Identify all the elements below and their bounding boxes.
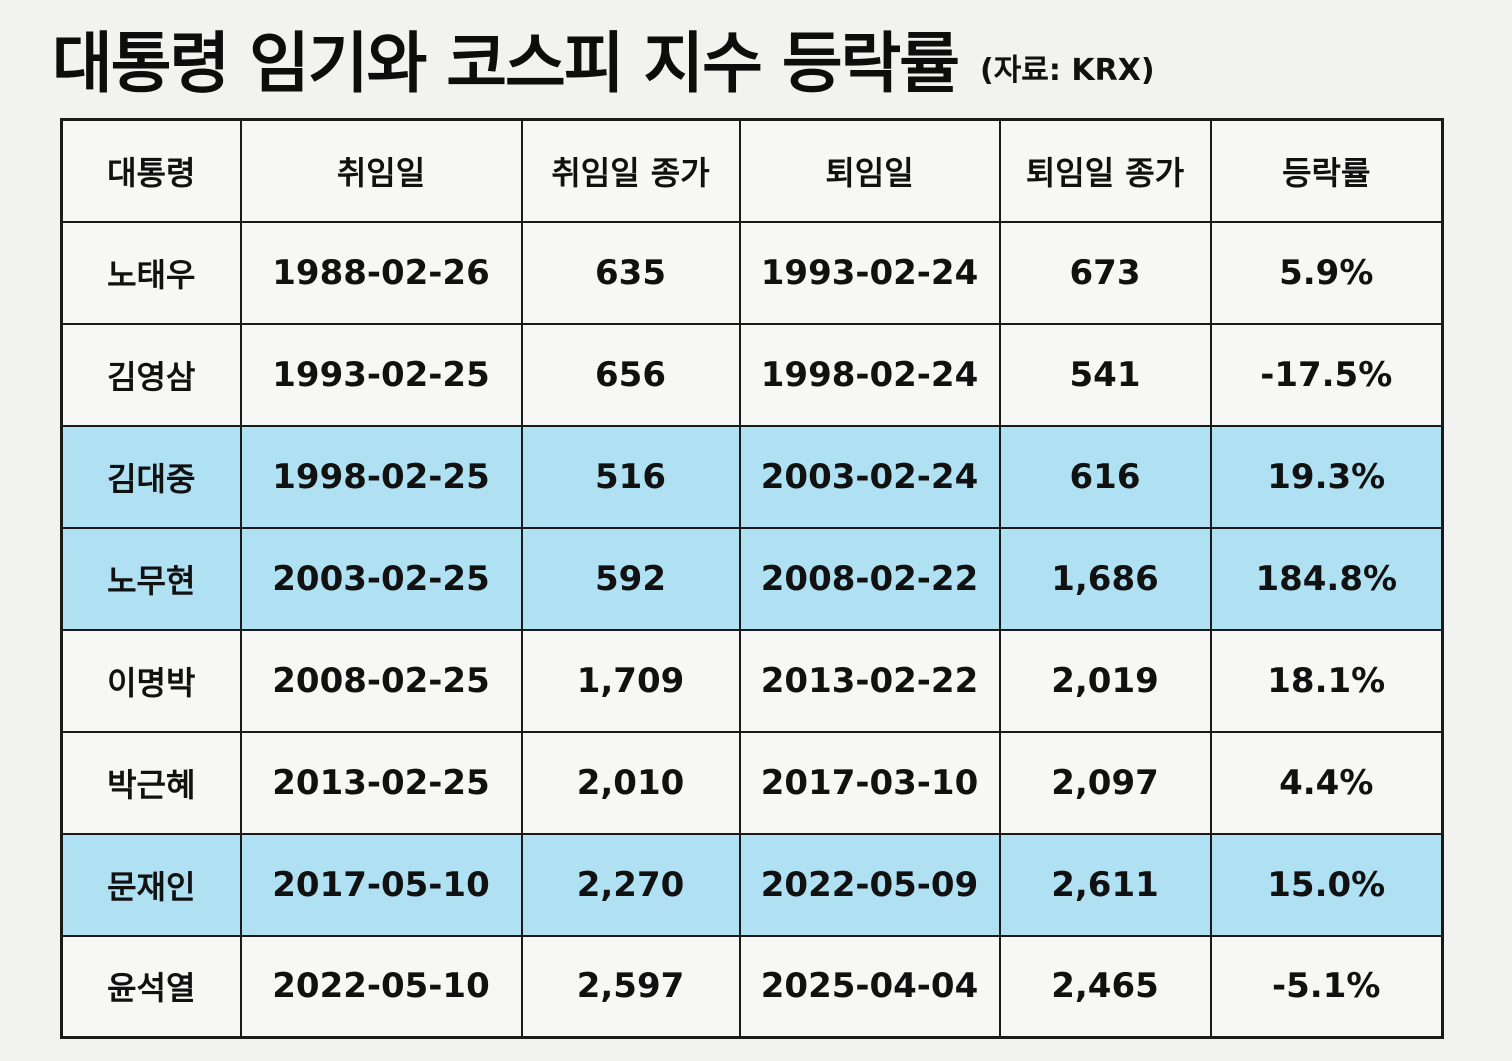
end-close-cell: 616 bbox=[998, 424, 1212, 529]
end-date-cell: 2022-05-09 bbox=[738, 832, 1001, 937]
column-header-start-date: 취임일 bbox=[239, 118, 523, 223]
start-close-cell: 2,010 bbox=[520, 730, 741, 835]
change-cell: 18.1% bbox=[1209, 628, 1444, 733]
end-date-cell: 2013-02-22 bbox=[738, 628, 1001, 733]
start-date-cell: 1988-02-26 bbox=[239, 220, 523, 325]
change-cell: 5.9% bbox=[1209, 220, 1444, 325]
change-cell: 4.4% bbox=[1209, 730, 1444, 835]
president-cell: 김영삼 bbox=[60, 322, 242, 427]
start-date-cell: 2003-02-25 bbox=[239, 526, 523, 631]
end-date-cell: 2017-03-10 bbox=[738, 730, 1001, 835]
table-row: 노태우 1988-02-26 635 1993-02-24 673 5.9% bbox=[60, 220, 1444, 325]
start-date-cell: 2008-02-25 bbox=[239, 628, 523, 733]
table-row: 이명박 2008-02-25 1,709 2013-02-22 2,019 18… bbox=[60, 628, 1444, 733]
page-title: 대통령 임기와 코스피 지수 등락률 bbox=[52, 25, 960, 102]
table-row: 김대중 1998-02-25 516 2003-02-24 616 19.3% bbox=[60, 424, 1444, 529]
title-row: 대통령 임기와 코스피 지수 등락률 (자료: KRX) bbox=[52, 8, 1492, 108]
table-header-row: 대통령 취임일 취임일 종가 퇴임일 퇴임일 종가 등락률 bbox=[60, 118, 1444, 223]
table-row: 윤석열 2022-05-10 2,597 2025-04-04 2,465 -5… bbox=[60, 934, 1444, 1039]
change-cell: 15.0% bbox=[1209, 832, 1444, 937]
end-close-cell: 2,465 bbox=[998, 934, 1212, 1039]
column-header-change: 등락률 bbox=[1209, 118, 1444, 223]
source-note: (자료: KRX) bbox=[980, 53, 1155, 88]
start-close-cell: 2,597 bbox=[520, 934, 741, 1039]
end-close-cell: 541 bbox=[998, 322, 1212, 427]
president-cell: 박근혜 bbox=[60, 730, 242, 835]
table-row: 김영삼 1993-02-25 656 1998-02-24 541 -17.5% bbox=[60, 322, 1444, 427]
end-date-cell: 2025-04-04 bbox=[738, 934, 1001, 1039]
kospi-table-container: 대통령 취임일 취임일 종가 퇴임일 퇴임일 종가 등락률 노태우 1988-0… bbox=[60, 118, 1444, 1039]
start-date-cell: 1993-02-25 bbox=[239, 322, 523, 427]
change-cell: -17.5% bbox=[1209, 322, 1444, 427]
start-date-cell: 2017-05-10 bbox=[239, 832, 523, 937]
start-close-cell: 635 bbox=[520, 220, 741, 325]
table-row: 노무현 2003-02-25 592 2008-02-22 1,686 184.… bbox=[60, 526, 1444, 631]
start-date-cell: 1998-02-25 bbox=[239, 424, 523, 529]
president-cell: 이명박 bbox=[60, 628, 242, 733]
president-cell: 노무현 bbox=[60, 526, 242, 631]
end-close-cell: 1,686 bbox=[998, 526, 1212, 631]
president-cell: 문재인 bbox=[60, 832, 242, 937]
start-date-cell: 2013-02-25 bbox=[239, 730, 523, 835]
end-date-cell: 2008-02-22 bbox=[738, 526, 1001, 631]
president-cell: 노태우 bbox=[60, 220, 242, 325]
kospi-president-table: 대통령 취임일 취임일 종가 퇴임일 퇴임일 종가 등락률 노태우 1988-0… bbox=[60, 118, 1444, 1039]
president-cell: 윤석열 bbox=[60, 934, 242, 1039]
column-header-end-close: 퇴임일 종가 bbox=[998, 118, 1212, 223]
column-header-end-date: 퇴임일 bbox=[738, 118, 1001, 223]
change-cell: -5.1% bbox=[1209, 934, 1444, 1039]
end-close-cell: 2,097 bbox=[998, 730, 1212, 835]
end-close-cell: 2,611 bbox=[998, 832, 1212, 937]
table-row: 박근혜 2013-02-25 2,010 2017-03-10 2,097 4.… bbox=[60, 730, 1444, 835]
start-close-cell: 592 bbox=[520, 526, 741, 631]
change-cell: 19.3% bbox=[1209, 424, 1444, 529]
column-header-start-close: 취임일 종가 bbox=[520, 118, 741, 223]
end-date-cell: 2003-02-24 bbox=[738, 424, 1001, 529]
end-close-cell: 2,019 bbox=[998, 628, 1212, 733]
change-cell: 184.8% bbox=[1209, 526, 1444, 631]
end-date-cell: 1993-02-24 bbox=[738, 220, 1001, 325]
table-row: 문재인 2017-05-10 2,270 2022-05-09 2,611 15… bbox=[60, 832, 1444, 937]
start-close-cell: 516 bbox=[520, 424, 741, 529]
end-close-cell: 673 bbox=[998, 220, 1212, 325]
president-cell: 김대중 bbox=[60, 424, 242, 529]
column-header-president: 대통령 bbox=[60, 118, 242, 223]
start-close-cell: 656 bbox=[520, 322, 741, 427]
end-date-cell: 1998-02-24 bbox=[738, 322, 1001, 427]
start-close-cell: 1,709 bbox=[520, 628, 741, 733]
start-close-cell: 2,270 bbox=[520, 832, 741, 937]
start-date-cell: 2022-05-10 bbox=[239, 934, 523, 1039]
table-body: 노태우 1988-02-26 635 1993-02-24 673 5.9% 김… bbox=[60, 220, 1444, 1039]
